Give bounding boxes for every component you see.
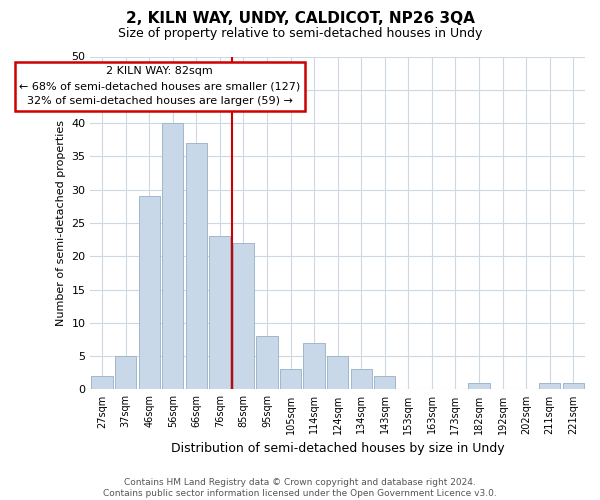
Bar	[209, 236, 230, 390]
Bar	[374, 376, 395, 390]
Bar	[115, 356, 136, 390]
Bar	[539, 383, 560, 390]
Bar	[256, 336, 278, 390]
Bar	[139, 196, 160, 390]
Bar	[186, 143, 207, 390]
Bar	[91, 376, 113, 390]
Bar	[304, 343, 325, 390]
Bar	[327, 356, 348, 390]
Text: Contains HM Land Registry data © Crown copyright and database right 2024.
Contai: Contains HM Land Registry data © Crown c…	[103, 478, 497, 498]
Bar	[162, 123, 184, 390]
Bar	[233, 243, 254, 390]
Bar	[469, 383, 490, 390]
Bar	[350, 370, 372, 390]
Text: Size of property relative to semi-detached houses in Undy: Size of property relative to semi-detach…	[118, 28, 482, 40]
Text: 2 KILN WAY: 82sqm
← 68% of semi-detached houses are smaller (127)
32% of semi-de: 2 KILN WAY: 82sqm ← 68% of semi-detached…	[19, 66, 301, 106]
Text: 2, KILN WAY, UNDY, CALDICOT, NP26 3QA: 2, KILN WAY, UNDY, CALDICOT, NP26 3QA	[125, 11, 475, 26]
Y-axis label: Number of semi-detached properties: Number of semi-detached properties	[56, 120, 66, 326]
Bar	[563, 383, 584, 390]
X-axis label: Distribution of semi-detached houses by size in Undy: Distribution of semi-detached houses by …	[171, 442, 505, 455]
Bar	[280, 370, 301, 390]
